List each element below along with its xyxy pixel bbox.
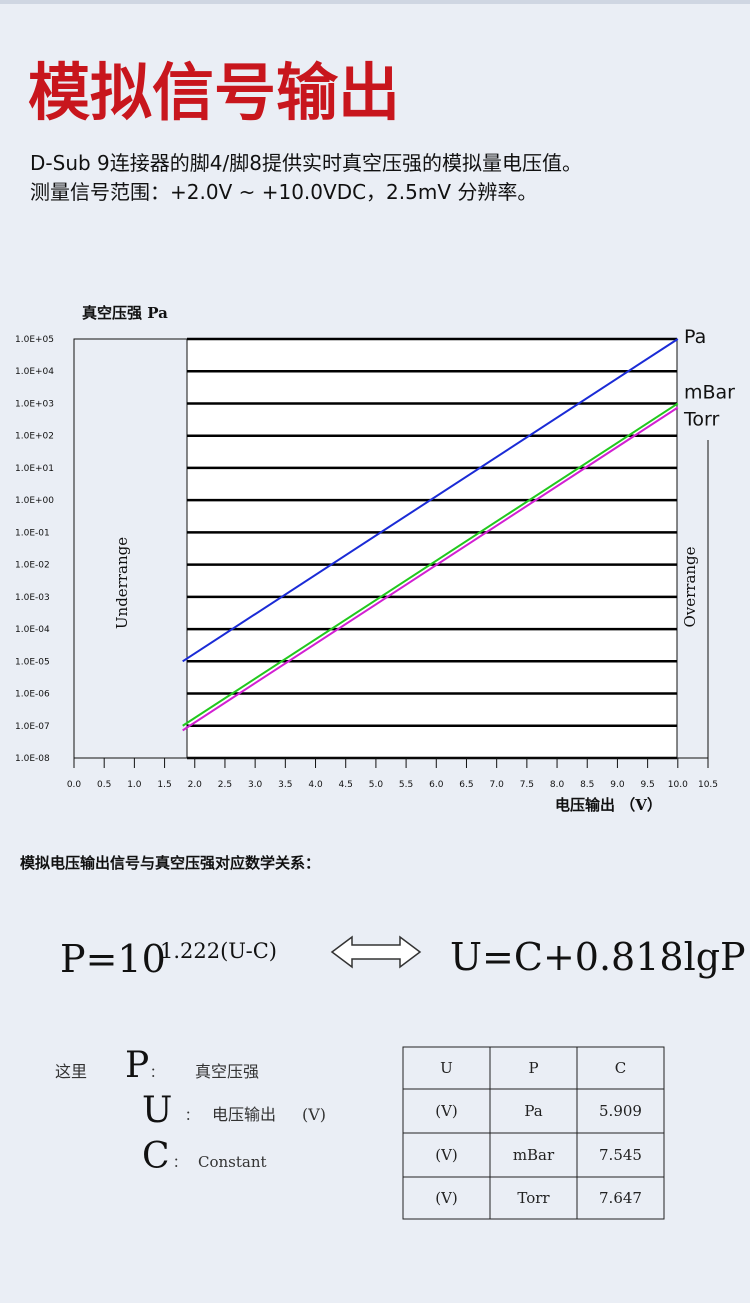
- y-tick-label: 1.0E+02: [15, 432, 54, 442]
- y-tick-label: 1.0E-08: [15, 754, 50, 764]
- table-cell: 7.545: [599, 1146, 642, 1164]
- x-tick-label: 0.5: [97, 780, 111, 790]
- underrange-label: Underrange: [113, 537, 131, 629]
- x-tick-label: 6.0: [429, 780, 444, 790]
- page-title: 模拟信号输出: [28, 56, 400, 129]
- x-tick-label: 3.5: [278, 780, 292, 790]
- line-label: Pa: [684, 326, 706, 348]
- chart: 真空压强 Pa 电压输出 （V） 1.0E+05 1.0E+04 1.0E+03 1.0E…: [15, 304, 735, 814]
- underrange-zone: [73, 338, 188, 759]
- legend-colon: ：: [173, 1156, 186, 1171]
- y-tick-label: 1.0E-07: [15, 722, 50, 732]
- y-tick-label: 1.0E-01: [15, 528, 50, 538]
- x-tick-label: 7.5: [520, 780, 534, 790]
- data-line: [182, 338, 679, 663]
- data-line: [182, 402, 679, 727]
- x-tick-label: 8.5: [580, 780, 594, 790]
- x-tick-label: 5.0: [369, 780, 384, 790]
- constants-table: U P C (V) Pa 5.909 (V) mBar 7.545 (V) Torr 7.647: [402, 1046, 665, 1220]
- formula-left: P=10: [60, 937, 166, 981]
- table-cell: (V): [435, 1189, 458, 1207]
- x-tick-label: 3.0: [248, 780, 263, 790]
- y-tick-label: 1.0E+05: [15, 335, 54, 345]
- legend-colon: ：: [150, 1066, 163, 1081]
- formula-exponent: 1.222(U-C): [160, 939, 277, 963]
- legend-text: 真空压强: [195, 1062, 259, 1081]
- x-tick-label: 8.0: [550, 780, 565, 790]
- x-tick-label: 2.5: [218, 780, 232, 790]
- y-tick-label: 1.0E+04: [15, 367, 54, 377]
- overrange-label: Overrange: [681, 546, 699, 627]
- x-tick-label: 4.5: [339, 780, 353, 790]
- legend-text: 电压输出: [212, 1105, 276, 1124]
- table-cell: mBar: [513, 1146, 555, 1164]
- legend-symbol: U: [142, 1090, 172, 1131]
- formula-right: U=C+0.818lgP: [450, 935, 746, 979]
- x-tick-label: 2.0: [188, 780, 203, 790]
- x-tick-label: 7.0: [490, 780, 505, 790]
- y-tick-label: 1.0E+01: [15, 464, 54, 474]
- legend-symbol: C: [142, 1136, 170, 1177]
- y-tick-label: 1.0E-02: [15, 561, 50, 571]
- double-arrow: [330, 935, 422, 969]
- y-tick-label: 1.0E-04: [15, 625, 50, 635]
- x-tick-label: 9.0: [610, 780, 625, 790]
- table-cell: Pa: [524, 1102, 542, 1120]
- formula-heading: 模拟电压输出信号与真空压强对应数学关系：: [20, 854, 320, 872]
- x-tick-label: 9.5: [640, 780, 654, 790]
- y-axis-label: 真空压强 Pa: [82, 304, 168, 322]
- table-cell: Torr: [517, 1189, 550, 1207]
- data-line: [182, 406, 679, 732]
- table-cell: 5.909: [599, 1102, 642, 1120]
- x-tick-label: 4.0: [308, 780, 323, 790]
- description: D-Sub 9连接器的脚4/脚8提供实时真空压强的模拟量电压值。: [30, 151, 582, 175]
- table-cell: (V): [435, 1102, 458, 1120]
- top-strip: [0, 0, 750, 4]
- legend-symbol: P: [125, 1045, 149, 1086]
- x-tick-label: 6.5: [459, 780, 473, 790]
- x-tick-label: 10.0: [668, 780, 688, 790]
- x-tick-label: 1.5: [157, 780, 171, 790]
- y-tick-label: 1.0E+03: [15, 399, 54, 409]
- y-tick-label: 1.0E-05: [15, 657, 50, 667]
- description: 测量信号范围：+2.0V ~ +10.0VDC，2.5mV 分辨率。: [30, 180, 537, 204]
- x-tick-label: 5.5: [399, 780, 413, 790]
- line-label: Torr: [683, 408, 719, 430]
- legend-unit: (V): [302, 1105, 326, 1124]
- x-tick-label: 1.0: [127, 780, 142, 790]
- x-axis-label: 电压输出 （V）: [555, 796, 662, 814]
- legend-text: Constant: [198, 1153, 267, 1171]
- table-cell: C: [615, 1059, 626, 1077]
- y-tick-label: 1.0E-06: [15, 690, 50, 700]
- y-tick-label: 1.0E-03: [15, 593, 50, 603]
- legend-intro: 这里: [55, 1062, 87, 1081]
- x-tick-label: 10.5: [698, 780, 718, 790]
- y-tick-label: 1.0E+00: [15, 496, 54, 506]
- x-tick-label: 0.0: [67, 780, 82, 790]
- table-cell: 7.647: [599, 1189, 642, 1207]
- line-label: mBar: [684, 381, 735, 403]
- legend-colon: ：: [185, 1109, 198, 1124]
- table-cell: (V): [435, 1146, 458, 1164]
- table-cell: U: [440, 1059, 453, 1077]
- table-cell: P: [528, 1059, 538, 1077]
